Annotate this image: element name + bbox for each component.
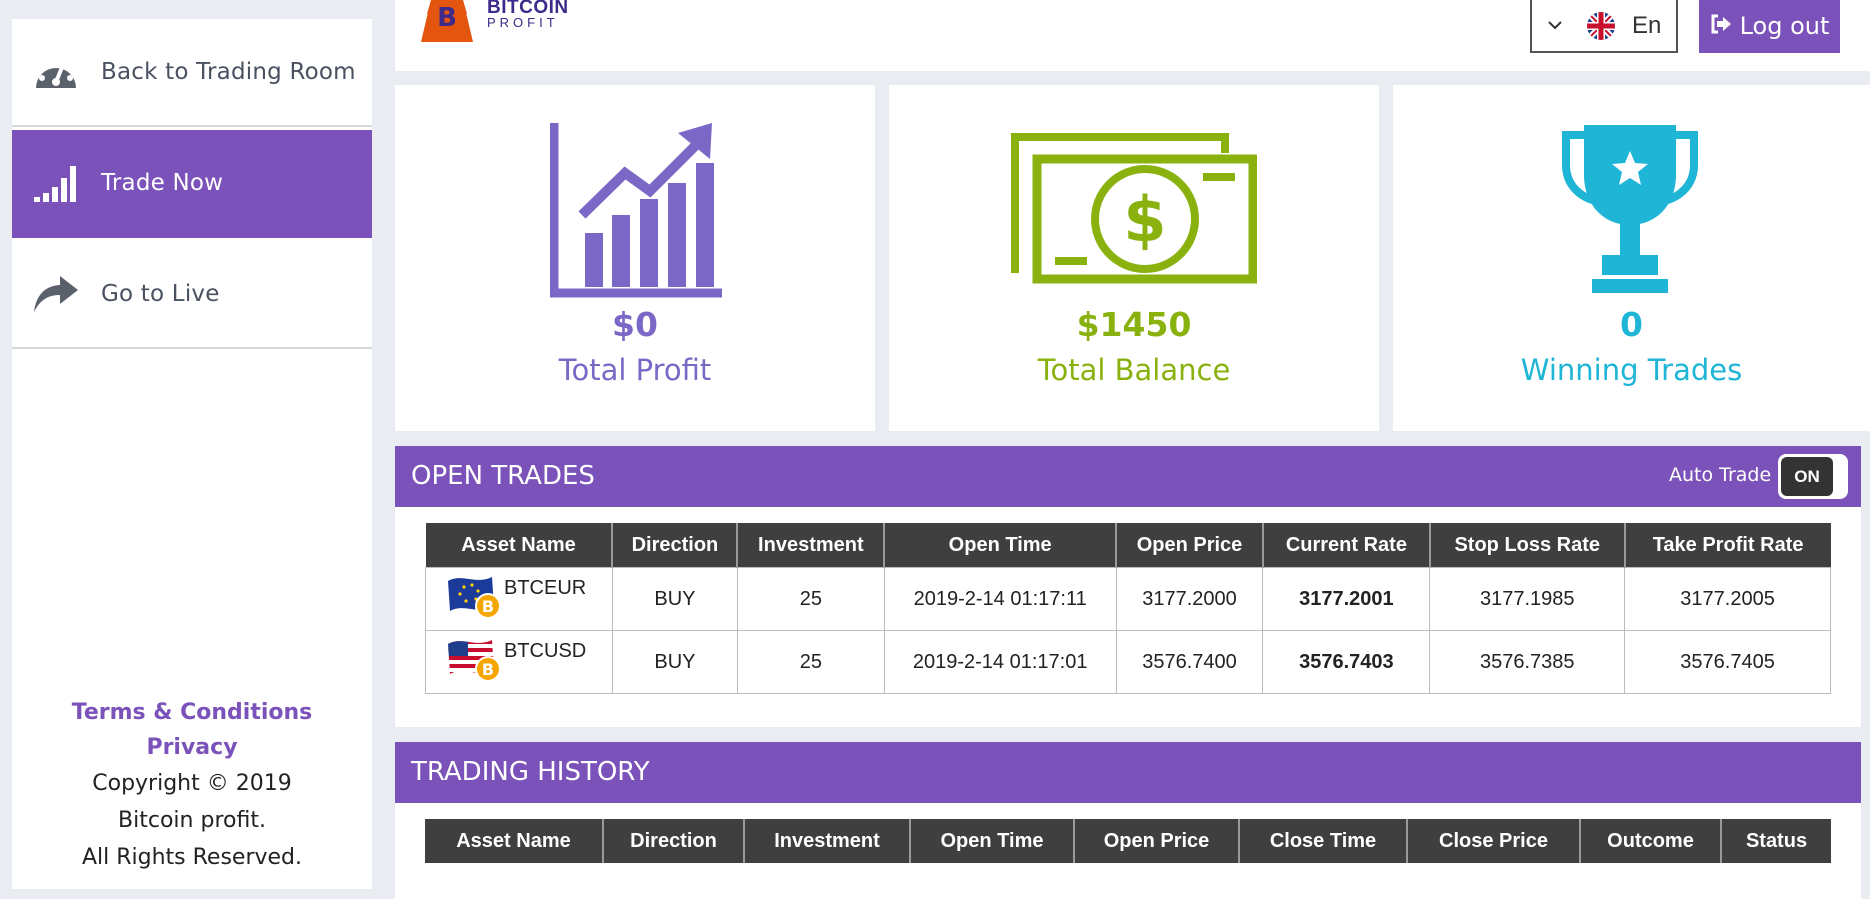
table-header-row: Asset Name Direction Investment Open Tim…: [425, 819, 1831, 863]
table-row[interactable]: B BTCEUR BUY 25 2019-2-14 01:17:11 3177.…: [425, 567, 1831, 631]
open-trades-panel: Asset Name Direction Investment Open Tim…: [395, 507, 1861, 727]
terms-link[interactable]: Terms & Conditions: [71, 700, 313, 725]
language-label: En: [1632, 11, 1662, 39]
column-header[interactable]: Open Price: [1074, 819, 1240, 863]
open-trades-title: OPEN TRADES: [411, 461, 595, 491]
column-header[interactable]: Open Time: [910, 819, 1075, 863]
sidebar-item-back-to-trading-room[interactable]: Back to Trading Room: [12, 19, 372, 127]
auto-trade-toggle[interactable]: ON: [1778, 454, 1848, 499]
sidebar-item-go-to-live[interactable]: Go to Live: [12, 241, 372, 349]
current-rate-cell: 3177.2001: [1262, 567, 1431, 631]
svg-text:B: B: [482, 597, 494, 616]
trading-history-title: TRADING HISTORY: [411, 757, 650, 787]
sidebar-footer: Terms & Conditions Privacy Copyright © 2…: [12, 695, 372, 876]
investment-cell: 25: [736, 567, 885, 631]
total-balance-label: Total Balance: [1037, 353, 1231, 387]
current-rate-cell: 3576.7403: [1262, 630, 1431, 694]
open-trades-header: OPEN TRADES Auto Trade ON: [395, 446, 1861, 507]
open-trades-table: Asset Name Direction Investment Open Tim…: [425, 523, 1831, 694]
column-header[interactable]: Investment: [744, 819, 911, 863]
column-header[interactable]: Open Price: [1116, 523, 1264, 568]
open-price-cell: 3177.2000: [1115, 567, 1264, 631]
direction-cell: BUY: [611, 630, 738, 694]
column-header[interactable]: Direction: [603, 819, 745, 863]
column-header[interactable]: Stop Loss Rate: [1429, 523, 1626, 568]
stop-loss-cell: 3177.1985: [1429, 567, 1626, 631]
sidebar-item-trade-now[interactable]: Trade Now: [12, 130, 372, 238]
trading-history-table: Asset Name Direction Investment Open Tim…: [425, 819, 1831, 863]
growth-chart-icon: [550, 123, 722, 298]
share-arrow-icon: [32, 270, 80, 318]
stat-card-winning-trades: 0 Winning Trades: [1393, 85, 1870, 431]
take-profit-cell: 3177.2005: [1624, 567, 1831, 631]
column-header[interactable]: Close Time: [1239, 819, 1408, 863]
column-header[interactable]: Outcome: [1580, 819, 1722, 863]
stat-card-total-profit: $0 Total Profit: [395, 85, 875, 431]
bitcoin-logo-icon: B: [421, 0, 473, 42]
trophy-icon: [1562, 125, 1698, 293]
us-bitcoin-icon: B: [446, 636, 508, 682]
total-profit-label: Total Profit: [558, 353, 712, 387]
company-text: Bitcoin profit.: [118, 808, 266, 833]
svg-text:B: B: [437, 3, 457, 33]
speedometer-icon: [32, 48, 80, 96]
sidebar-item-label: Go to Live: [101, 281, 220, 307]
column-header[interactable]: Investment: [737, 523, 886, 568]
chevron-down-icon: [1548, 17, 1562, 35]
svg-text:$: $: [1123, 183, 1166, 256]
logo[interactable]: B BITCOIN PROFIT: [415, 0, 569, 42]
uk-flag-icon: [1586, 11, 1616, 41]
column-header[interactable]: Direction: [612, 523, 739, 568]
asset-name: BTCUSD: [504, 640, 587, 662]
trading-history-header: TRADING HISTORY: [395, 742, 1861, 803]
column-header[interactable]: Close Price: [1407, 819, 1581, 863]
money-bill-icon: $: [1011, 133, 1257, 284]
toggle-state: ON: [1781, 457, 1833, 496]
column-header[interactable]: Asset Name: [425, 523, 614, 568]
copyright-text: Copyright © 2019: [92, 771, 292, 796]
svg-text:B: B: [482, 660, 494, 679]
sidebar-item-label: Trade Now: [101, 170, 224, 196]
eu-bitcoin-icon: B: [446, 573, 508, 619]
rights-text: All Rights Reserved.: [81, 845, 303, 870]
column-header[interactable]: Status: [1721, 819, 1831, 863]
investment-cell: 25: [736, 630, 885, 694]
logo-line2: PROFIT: [487, 15, 559, 30]
open-time-cell: 2019-2-14 01:17:01: [883, 630, 1117, 694]
column-header[interactable]: Open Time: [884, 523, 1118, 568]
trading-history-panel: Asset Name Direction Investment Open Tim…: [395, 803, 1861, 899]
auto-trade-label: Auto Trade: [1669, 464, 1772, 486]
total-profit-value: $0: [612, 305, 658, 344]
privacy-link[interactable]: Privacy: [146, 735, 238, 760]
open-price-cell: 3576.7400: [1115, 630, 1264, 694]
column-header[interactable]: Current Rate: [1262, 523, 1431, 568]
signal-bars-icon: [32, 159, 80, 207]
logout-label: Log out: [1739, 11, 1830, 40]
take-profit-cell: 3576.7405: [1624, 630, 1831, 694]
logout-icon: [1710, 12, 1732, 40]
asset-cell: B BTCEUR: [425, 567, 613, 631]
header: B BITCOIN PROFIT En: [395, 0, 1870, 71]
winning-trades-value: 0: [1620, 305, 1643, 344]
table-row[interactable]: B BTCUSD BUY 25 2019-2-14 01:17:01 3576.…: [425, 630, 1831, 694]
asset-name: BTCEUR: [504, 577, 587, 599]
direction-cell: BUY: [611, 567, 738, 631]
column-header[interactable]: Asset Name: [425, 819, 604, 863]
logo-line1: BITCOIN: [487, 0, 569, 18]
open-time-cell: 2019-2-14 01:17:11: [883, 567, 1117, 631]
language-selector[interactable]: En: [1530, 0, 1678, 53]
asset-cell: B BTCUSD: [425, 630, 613, 694]
total-balance-value: $1450: [1076, 305, 1192, 344]
winning-trades-label: Winning Trades: [1520, 353, 1743, 387]
stat-card-total-balance: $ $1450 Total Balance: [889, 85, 1379, 431]
column-header[interactable]: Take Profit Rate: [1624, 523, 1831, 568]
logout-button[interactable]: Log out: [1699, 0, 1840, 53]
stop-loss-cell: 3576.7385: [1429, 630, 1626, 694]
sidebar-item-label: Back to Trading Room: [101, 59, 356, 85]
table-header-row: Asset Name Direction Investment Open Tim…: [425, 523, 1831, 568]
sidebar: Back to Trading Room Trade Now Go to Liv…: [12, 19, 372, 889]
